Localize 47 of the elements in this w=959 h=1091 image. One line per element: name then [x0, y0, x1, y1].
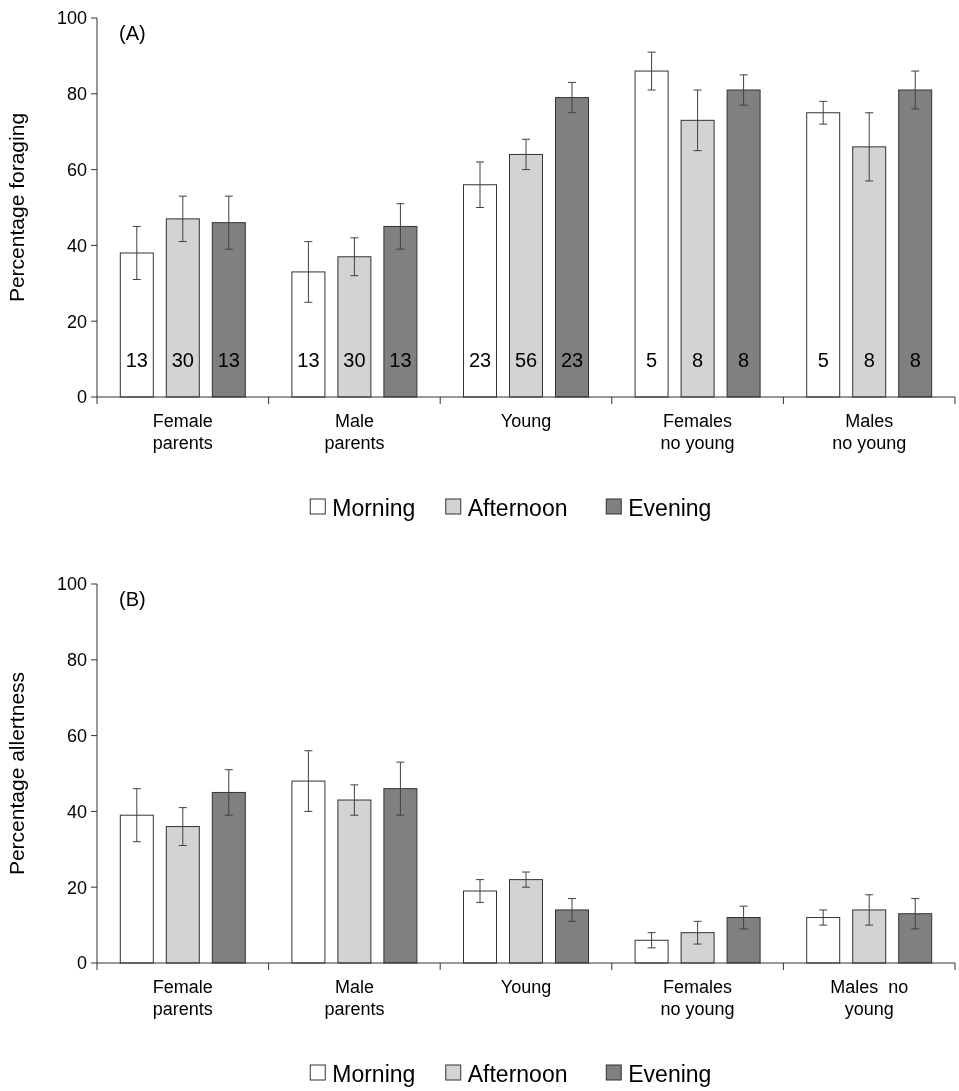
chart-title: (B)	[119, 588, 146, 610]
x-tick-label: Young	[500, 977, 552, 997]
annotation: 30	[171, 349, 194, 371]
y-tick-label: 20	[66, 311, 87, 332]
annotation: 13	[297, 349, 320, 371]
annotation: 23	[560, 349, 584, 371]
annotation: 8	[909, 349, 921, 371]
y-axis-title: Percentage foraging	[5, 112, 28, 303]
y-axis-title: Percentage allertness	[5, 671, 28, 876]
y-tick-label: 100	[56, 8, 87, 29]
x-tick-label: Young	[500, 411, 552, 431]
y-tick-label: 80	[66, 84, 87, 105]
legend-label: Evening	[628, 495, 712, 522]
legend-label: Morning	[332, 495, 416, 522]
y-tick-label: 40	[66, 801, 87, 822]
y-tick-label: 60	[66, 159, 87, 180]
legend-label: Afternoon	[467, 495, 568, 522]
annotation: 5	[817, 349, 829, 371]
annotation: 56	[514, 349, 538, 371]
x-tick-label: Females no young	[660, 977, 735, 1019]
annotation: 13	[125, 349, 148, 371]
y-tick-label: 0	[76, 387, 87, 408]
annotation: 5	[646, 349, 658, 371]
x-tick-label: Female parents	[152, 411, 213, 453]
annotation: 13	[389, 349, 412, 371]
legend-label: Evening	[628, 1061, 712, 1088]
x-tick-label: Females no young	[660, 411, 735, 453]
y-tick-label: 0	[76, 953, 87, 974]
x-tick-label: Males no young	[832, 411, 907, 453]
y-tick-label: 100	[56, 574, 87, 595]
x-tick-label: Male parents	[324, 977, 385, 1019]
annotation: 23	[468, 349, 492, 371]
y-tick-label: 80	[66, 650, 87, 671]
legend-label: Afternoon	[467, 1061, 568, 1088]
annotation: 8	[692, 349, 704, 371]
legend-label: Morning	[332, 1061, 416, 1088]
x-tick-label: Males no young	[830, 977, 909, 1019]
x-tick-label: Male parents	[324, 411, 385, 453]
annotation: 8	[738, 349, 750, 371]
y-tick-label: 20	[66, 877, 87, 898]
y-tick-label: 60	[66, 725, 87, 746]
x-tick-label: Female parents	[152, 977, 213, 1019]
annotation: 13	[217, 349, 240, 371]
chart-title: (A)	[119, 22, 146, 44]
annotation: 8	[863, 349, 875, 371]
annotation: 30	[343, 349, 366, 371]
y-tick-label: 40	[66, 235, 87, 256]
